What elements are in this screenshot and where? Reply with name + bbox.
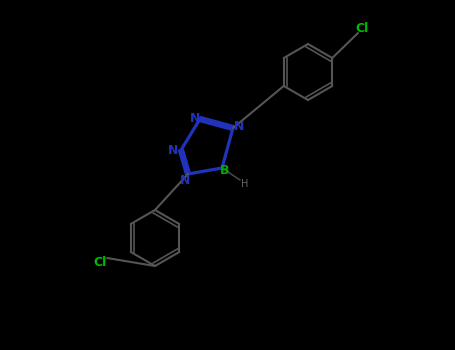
Text: N: N: [168, 144, 178, 156]
Text: N: N: [234, 120, 244, 133]
Text: N: N: [190, 112, 200, 125]
Text: N: N: [180, 175, 190, 188]
Text: H: H: [241, 179, 249, 189]
Text: B: B: [220, 163, 230, 176]
Text: Cl: Cl: [355, 21, 369, 35]
Text: Cl: Cl: [93, 256, 106, 268]
